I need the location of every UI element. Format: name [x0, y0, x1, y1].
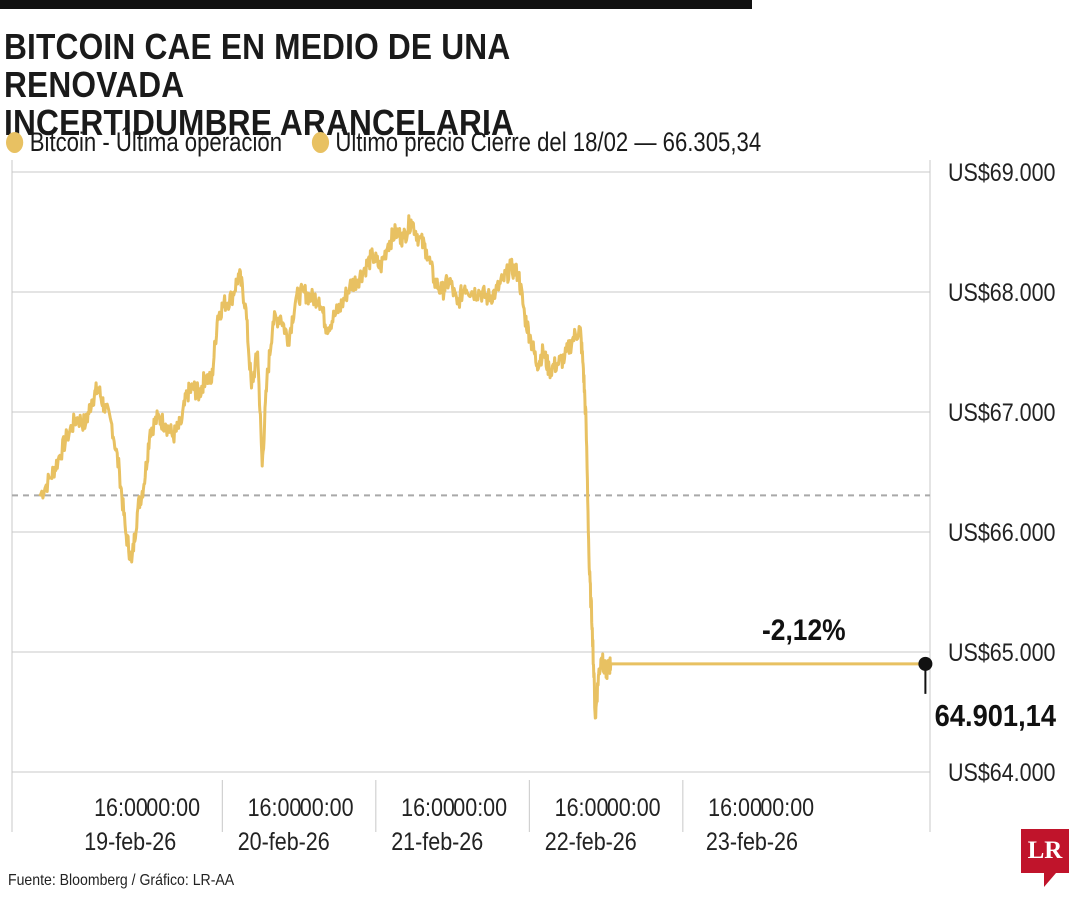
legend-dot-bitcoin: [6, 131, 24, 153]
x-day-label: 20-feb-26: [238, 827, 330, 855]
x-day-label: 21-feb-26: [391, 827, 483, 855]
x-time-label: 16:00: [248, 793, 302, 821]
legend-item-bitcoin: Bitcoin - Última operación: [6, 127, 282, 158]
axis-layer: US$69.000 US$68.000 US$67.000 US$66.000 US$6…: [11, 158, 1056, 855]
chart-title: BITCOIN CAE EN MEDIO DE UNA RENOVADA INC…: [4, 28, 690, 142]
x-time-label: 00:00: [453, 793, 507, 821]
source-note: Fuente: Bloomberg / Gráfico: LR-AA: [8, 872, 235, 889]
grid-layer: [12, 171, 930, 773]
label-layer: -2,12% 64.901,14: [762, 612, 1057, 733]
x-time-label: 00:00: [607, 793, 661, 821]
last-value-label: 64.901,14: [935, 699, 1057, 733]
y-tick-label: US$65.000: [948, 638, 1056, 666]
y-tick-label: US$69.000: [948, 158, 1056, 186]
last-value-marker: [918, 656, 933, 671]
y-tick-label: US$64.000: [948, 758, 1056, 786]
legend-dot-previous-close: [311, 131, 329, 153]
legend-item-previous-close: Último precio Cierre del 18/02 — 66.305,…: [311, 126, 762, 158]
legend-label-previous-close: Último precio Cierre del 18/02 — 66.305,…: [335, 126, 762, 157]
x-day-label: 22-feb-26: [545, 827, 637, 855]
series-line-bitcoin: [38, 214, 926, 720]
x-time-label: 00:00: [300, 793, 354, 821]
change-label: -2,12%: [762, 612, 846, 646]
series-layer: [12, 214, 930, 720]
x-day-label: 23-feb-26: [706, 827, 798, 855]
y-tick-label: US$68.000: [948, 278, 1056, 306]
lr-logo-tail: [1044, 873, 1056, 887]
legend-label-bitcoin: Bitcoin - Última operación: [29, 126, 283, 157]
x-day-label: 19-feb-26: [84, 827, 176, 855]
chart-title-line-2: INCERTIDUMBRE ARANCELARIA: [4, 102, 515, 143]
x-time-label: 00:00: [146, 793, 200, 821]
x-time-label: 16:00: [94, 793, 148, 821]
x-time-label: 16:00: [555, 793, 609, 821]
chart-title-line-1: BITCOIN CAE EN MEDIO DE UNA RENOVADA: [4, 26, 510, 105]
bitcoin-price-chart: US$69.000 US$68.000 US$67.000 US$66.000 US$6…: [11, 158, 1057, 855]
y-tick-label: US$67.000: [948, 398, 1056, 426]
top-rule: [0, 0, 752, 9]
legend: Bitcoin - Última operación Último precio…: [6, 124, 791, 160]
lr-logo: LR: [1021, 829, 1069, 873]
y-tick-label: US$66.000: [948, 518, 1056, 546]
x-time-label: 16:00: [401, 793, 455, 821]
x-time-label: 00:00: [760, 793, 814, 821]
x-time-label: 16:00: [708, 793, 762, 821]
